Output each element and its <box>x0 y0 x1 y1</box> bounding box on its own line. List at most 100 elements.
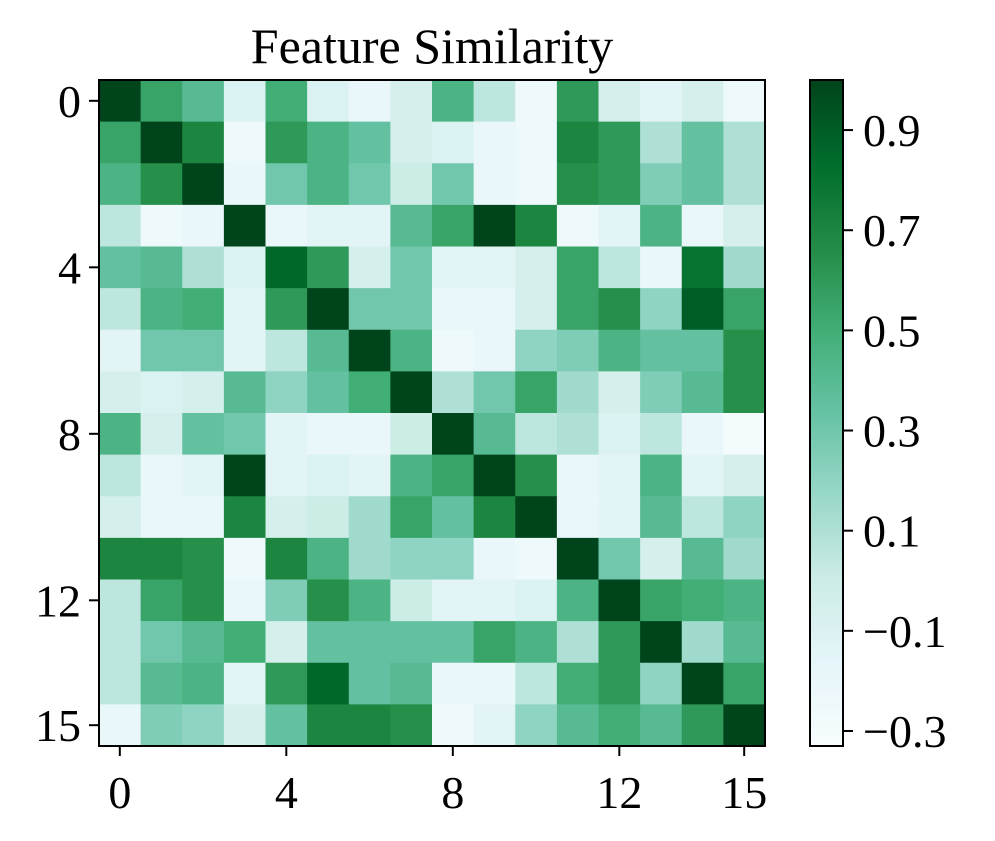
heatmap-cell-10-0 <box>99 496 142 539</box>
heatmap-cell-12-8 <box>432 579 475 622</box>
heatmap-cell-11-6 <box>348 537 391 581</box>
heatmap-cell-0-7 <box>390 80 433 123</box>
heatmap-cell-0-12 <box>598 80 641 123</box>
heatmap-cell-0-4 <box>265 80 308 123</box>
heatmap-cell-15-15 <box>723 704 766 747</box>
heatmap-cell-1-9 <box>473 121 516 164</box>
heatmap-cells <box>99 80 766 747</box>
heatmap-cell-8-3 <box>223 413 267 456</box>
heatmap-cell-7-15 <box>723 371 766 414</box>
heatmap-cell-6-5 <box>307 329 350 372</box>
heatmap-cell-6-4 <box>265 329 308 372</box>
heatmap-cell-11-3 <box>223 537 267 581</box>
heatmap-cell-12-5 <box>307 579 350 622</box>
heatmap-cell-2-6 <box>348 163 391 206</box>
heatmap-cell-13-2 <box>182 621 225 664</box>
heatmap-cell-4-9 <box>473 246 516 289</box>
heatmap-cell-12-11 <box>556 579 600 622</box>
heatmap-cell-4-8 <box>432 246 475 289</box>
heatmap-cell-8-10 <box>515 413 558 456</box>
heatmap-cell-14-14 <box>681 662 724 705</box>
heatmap-cell-11-5 <box>307 537 350 581</box>
heatmap-cell-8-1 <box>140 413 183 456</box>
heatmap-cell-5-9 <box>473 288 516 331</box>
heatmap-cell-4-14 <box>681 246 724 289</box>
heatmap-cell-5-13 <box>640 288 683 331</box>
y-tick-label: 0 <box>58 76 81 127</box>
heatmap-cell-5-2 <box>182 288 225 331</box>
heatmap-cell-7-14 <box>681 371 724 414</box>
heatmap-cell-4-5 <box>307 246 350 289</box>
heatmap-cell-15-14 <box>681 704 724 747</box>
heatmap-cell-11-11 <box>556 537 600 581</box>
heatmap-cell-9-10 <box>515 454 558 497</box>
heatmap-cell-10-1 <box>140 496 183 539</box>
heatmap-cell-14-1 <box>140 662 183 705</box>
colorbar-tick-label: 0.7 <box>863 205 921 256</box>
heatmap-cell-15-3 <box>223 704 267 747</box>
heatmap-cell-8-4 <box>265 413 308 456</box>
heatmap-cell-8-11 <box>556 413 600 456</box>
x-tick-label: 15 <box>721 767 767 818</box>
heatmap-cell-3-8 <box>432 204 475 248</box>
x-tick-label: 8 <box>441 767 464 818</box>
heatmap-cell-8-12 <box>598 413 641 456</box>
heatmap-cell-6-13 <box>640 329 683 372</box>
heatmap-cell-2-9 <box>473 163 516 206</box>
heatmap-cell-0-15 <box>723 80 766 123</box>
heatmap-cell-13-13 <box>640 621 683 664</box>
heatmap-cell-9-11 <box>556 454 600 497</box>
heatmap-cell-13-0 <box>99 621 142 664</box>
heatmap-cell-15-12 <box>598 704 641 747</box>
heatmap-cell-6-7 <box>390 329 433 372</box>
heatmap-cell-3-9 <box>473 204 516 248</box>
y-tick-label: 8 <box>58 409 81 460</box>
heatmap-cell-6-12 <box>598 329 641 372</box>
heatmap-cell-2-7 <box>390 163 433 206</box>
heatmap-cell-5-8 <box>432 288 475 331</box>
heatmap-cell-2-10 <box>515 163 558 206</box>
heatmap-cell-4-4 <box>265 246 308 289</box>
heatmap-cell-2-8 <box>432 163 475 206</box>
heatmap-cell-15-0 <box>99 704 142 747</box>
heatmap-cell-7-2 <box>182 371 225 414</box>
heatmap-cell-3-3 <box>223 204 267 248</box>
heatmap-cell-2-2 <box>182 163 225 206</box>
heatmap-cell-1-13 <box>640 121 683 164</box>
heatmap-cell-12-4 <box>265 579 308 622</box>
heatmap-cell-14-4 <box>265 662 308 705</box>
heatmap-cell-4-6 <box>348 246 391 289</box>
heatmap-cell-2-5 <box>307 163 350 206</box>
heatmap-cell-1-1 <box>140 121 183 164</box>
heatmap-cell-5-14 <box>681 288 724 331</box>
heatmap-cell-2-3 <box>223 163 267 206</box>
heatmap-cell-5-10 <box>515 288 558 331</box>
heatmap-cell-3-10 <box>515 204 558 248</box>
heatmap-cell-5-6 <box>348 288 391 331</box>
heatmap-cell-12-10 <box>515 579 558 622</box>
heatmap-cell-14-13 <box>640 662 683 705</box>
heatmap-cell-6-11 <box>556 329 600 372</box>
heatmap-cell-2-13 <box>640 163 683 206</box>
y-tick-label: 4 <box>58 242 81 293</box>
plot-frame <box>98 79 766 747</box>
heatmap-cell-15-10 <box>515 704 558 747</box>
heatmap-cell-3-14 <box>681 204 724 248</box>
x-axis-ticks: 0 4 8 12 15 <box>108 746 767 818</box>
heatmap-cell-2-14 <box>681 163 724 206</box>
heatmap-cell-11-7 <box>390 537 433 581</box>
heatmap-cell-0-14 <box>681 80 724 123</box>
heatmap-cell-13-4 <box>265 621 308 664</box>
heatmap-cell-4-0 <box>99 246 142 289</box>
heatmap-cell-7-3 <box>223 371 267 414</box>
heatmap-cell-1-8 <box>432 121 475 164</box>
heatmap-cell-10-5 <box>307 496 350 539</box>
heatmap-cell-3-15 <box>723 204 766 248</box>
heatmap-cell-5-12 <box>598 288 641 331</box>
heatmap-cell-7-6 <box>348 371 391 414</box>
heatmap-cell-15-8 <box>432 704 475 747</box>
heatmap-cell-2-1 <box>140 163 183 206</box>
heatmap-cell-0-5 <box>307 80 350 123</box>
heatmap-cell-7-5 <box>307 371 350 414</box>
colorbar-tick-label: 0.3 <box>863 406 921 457</box>
